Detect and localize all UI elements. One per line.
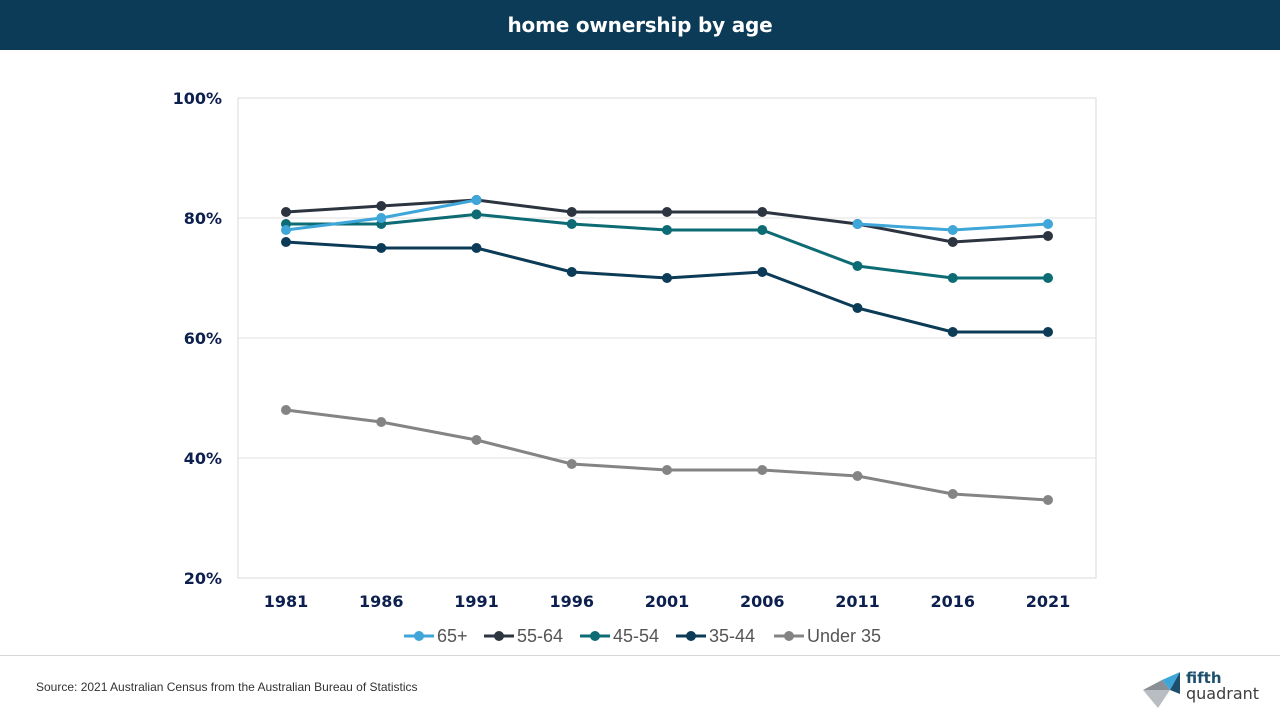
series-line-under-35 [285, 408, 1049, 502]
data-point-35-44 [376, 243, 387, 253]
legend-marker-55-64 [494, 631, 504, 641]
y-tick-label: 20% [184, 569, 222, 588]
data-point-45-54 [1043, 273, 1053, 283]
data-point-55-64 [662, 207, 672, 217]
x-tick-label: 2016 [930, 592, 975, 611]
data-point-65- [852, 219, 863, 229]
data-point-65- [281, 225, 291, 235]
data-point-under-35 [566, 459, 577, 469]
header-bar: home ownership by age [0, 0, 1280, 50]
data-point-55-64 [947, 237, 958, 247]
data-point-under-35 [662, 465, 672, 475]
data-point-55-64 [376, 201, 387, 211]
data-point-45-54 [947, 273, 958, 283]
x-tick-label: 2011 [835, 592, 880, 611]
data-point-under-35 [376, 417, 387, 427]
legend-marker-35-44 [686, 631, 696, 641]
series-line-35-44 [285, 240, 1048, 334]
legend-label-35-44: 35-44 [709, 626, 755, 646]
logo-line-1: fifth [1186, 669, 1222, 687]
data-point-35-44 [281, 237, 291, 247]
data-point-35-44 [566, 267, 577, 277]
data-point-35-44 [471, 243, 482, 253]
data-point-55-64 [281, 207, 291, 217]
source-note: Source: 2021 Australian Census from the … [36, 680, 418, 694]
data-point-45-54 [471, 209, 482, 220]
data-point-65- [471, 195, 482, 205]
data-point-under-35 [757, 465, 768, 475]
data-point-35-44 [947, 327, 958, 337]
x-tick-label: 2001 [645, 592, 690, 611]
data-point-under-35 [471, 435, 482, 445]
data-point-45-54 [852, 261, 863, 271]
data-point-55-64 [566, 207, 577, 217]
x-tick-label: 1986 [359, 592, 404, 611]
data-point-45-54 [757, 225, 768, 235]
data-point-65- [947, 225, 958, 235]
data-point-35-44 [757, 267, 768, 277]
data-point-35-44 [852, 303, 863, 313]
data-point-55-64 [1043, 231, 1053, 241]
legend-marker-45-54 [590, 631, 600, 641]
legend-label-45-54: 45-54 [613, 626, 659, 646]
data-point-65- [1043, 219, 1053, 229]
data-point-35-44 [662, 273, 672, 283]
y-tick-label: 40% [184, 449, 222, 468]
legend-label-under-35: Under 35 [807, 626, 881, 646]
x-tick-label: 1991 [454, 592, 499, 611]
data-point-45-54 [662, 225, 672, 235]
legend-marker-under-35 [784, 631, 794, 641]
footer-divider [0, 655, 1280, 656]
y-tick-label: 80% [184, 209, 222, 228]
x-tick-label: 2021 [1026, 592, 1071, 611]
page-title: home ownership by age [507, 13, 773, 37]
x-tick-label: 1996 [549, 592, 594, 611]
data-point-45-54 [566, 219, 577, 229]
data-point-under-35 [1043, 495, 1053, 505]
series-line-45-54 [286, 212, 1048, 280]
legend-label-65-: 65+ [437, 626, 468, 646]
legend-marker-65- [414, 631, 424, 641]
data-point-under-35 [852, 471, 863, 481]
data-point-35-44 [1043, 327, 1053, 337]
legend-label-55-64: 55-64 [517, 626, 563, 646]
y-tick-label: 100% [173, 89, 222, 108]
data-point-under-35 [281, 405, 291, 415]
x-tick-label: 1981 [264, 592, 309, 611]
data-point-under-35 [947, 489, 958, 499]
fifth-quadrant-logo-icon [1143, 672, 1180, 708]
data-point-55-64 [757, 207, 768, 217]
logo-wordmark: fifth quadrant [1186, 670, 1259, 702]
logo-line-2: quadrant [1186, 684, 1260, 703]
y-tick-label: 60% [184, 329, 222, 348]
x-tick-label: 2006 [740, 592, 785, 611]
data-point-65- [376, 213, 387, 223]
